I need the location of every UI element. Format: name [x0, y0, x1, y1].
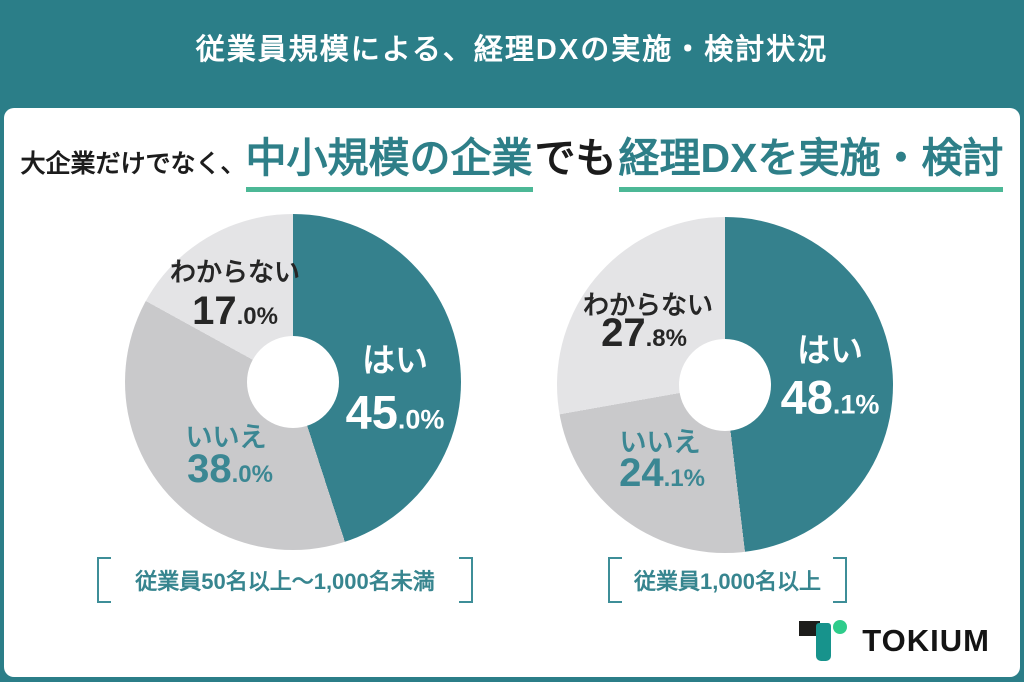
slice-value-yes: 48.1%	[781, 374, 880, 421]
value-fraction: .0%	[236, 303, 278, 330]
slice-value-no: 38.0%	[187, 449, 273, 489]
headline-prefix: 大企業だけでなく、	[20, 150, 246, 178]
slice-label-yes: はい	[362, 341, 428, 379]
value-fraction: .0%	[397, 404, 445, 435]
slice-label-no: いいえ	[185, 422, 267, 453]
donut-hole	[247, 336, 339, 428]
value-fraction: .8%	[645, 325, 687, 352]
headline: 大企業だけでなく、 中小規模の企業 でも 経理DXを実施・検討	[4, 124, 1020, 192]
content-card: 大企業だけでなく、 中小規模の企業 でも 経理DXを実施・検討 はい 45.0%…	[4, 108, 1020, 677]
slice-label-no: いいえ	[619, 427, 701, 458]
logo-black-rect	[799, 621, 821, 636]
headline-highlight-1: 中小規模の企業	[245, 124, 533, 192]
logo-teal-bar	[816, 623, 832, 661]
tokium-logo-text: TOKIUM	[862, 623, 990, 658]
pie-chart-mid-size-companies: はい 45.0% いいえ 38.0% わからない 17.0%	[125, 214, 461, 550]
logo-green-dot	[833, 620, 848, 634]
pie-chart-large-companies: はい 48.1% いいえ 24.1% わからない 27.8%	[557, 217, 893, 553]
slice-value-dontknow: 27.8%	[601, 313, 687, 353]
value-integer: 17	[192, 289, 237, 333]
chart-caption-large: 従業員1,000名以上	[608, 557, 847, 603]
tokium-logo: TOKIUM	[799, 618, 990, 664]
value-fraction: .1%	[832, 389, 880, 420]
value-fraction: .1%	[663, 465, 705, 492]
value-integer: 48	[780, 370, 833, 424]
slice-label-dontknow: わからない	[582, 290, 714, 320]
donut-hole	[679, 339, 771, 431]
tokium-logo-icon	[799, 618, 848, 664]
page-title: 従業員規模による、経理DXの実施・検討状況	[195, 34, 829, 66]
value-fraction: .0%	[231, 461, 273, 488]
headline-highlight-2: 経理DXを実施・検討	[618, 124, 1004, 192]
headline-connector: でも	[534, 135, 617, 181]
slice-value-yes: 45.0%	[346, 389, 445, 436]
value-integer: 38	[187, 447, 232, 491]
value-integer: 45	[345, 385, 398, 439]
slice-label-yes: はい	[797, 331, 863, 369]
value-integer: 27	[601, 311, 646, 355]
chart-caption-mid-size: 従業員50名以上〜1,000名未満	[97, 557, 473, 603]
slice-value-no: 24.1%	[619, 453, 705, 493]
value-integer: 24	[619, 451, 664, 495]
slice-value-dontknow: 17.0%	[192, 291, 278, 331]
slice-label-dontknow: わからない	[169, 257, 301, 287]
